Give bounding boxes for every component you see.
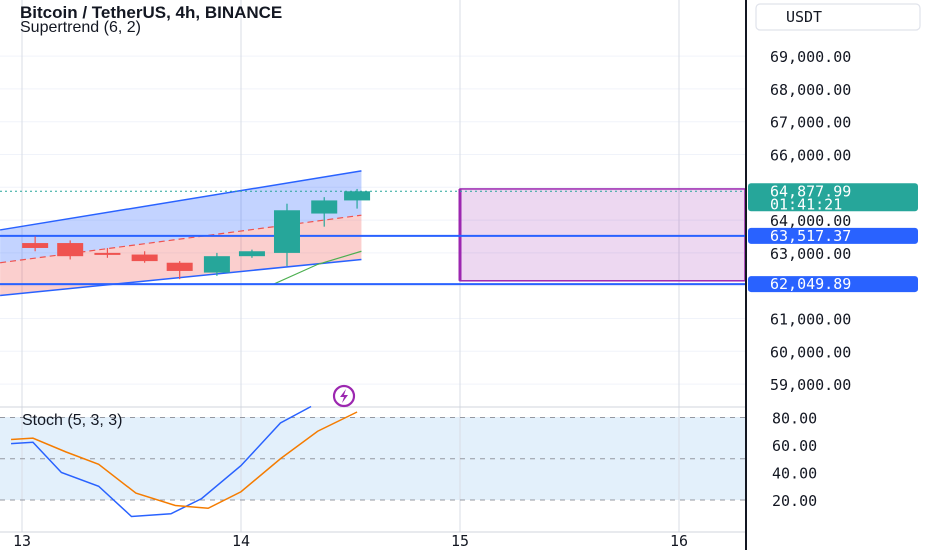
- osc-tick-label: 80.00: [772, 410, 817, 428]
- price-tick-label: 60,000.00: [770, 343, 851, 361]
- rectangle-zone[interactable]: [458, 188, 746, 282]
- indicator-label: Supertrend (6, 2): [20, 19, 141, 36]
- stoch-label: Stoch (5, 3, 3): [22, 412, 123, 429]
- lightning-icon-bolt[interactable]: [340, 389, 348, 403]
- time-tick-label: 14: [232, 532, 250, 550]
- candle-body: [166, 262, 193, 271]
- channel-upper-fill: [0, 170, 362, 263]
- candle-body: [273, 210, 300, 253]
- price-tick-label: 68,000.00: [770, 81, 851, 99]
- candle: [94, 247, 121, 258]
- time-axis-panel: [0, 533, 745, 550]
- candle: [203, 252, 230, 276]
- legend: Bitcoin / TetherUS, 4h, BINANCE Supertre…: [20, 3, 282, 36]
- price-tick-label: 59,000.00: [770, 376, 851, 394]
- candle-body: [57, 243, 84, 257]
- candle-body: [94, 252, 121, 255]
- price-tick-label: 69,000.00: [770, 48, 851, 66]
- grid: [0, 0, 745, 532]
- stoch-k-line: [11, 405, 312, 518]
- price-tick-label: 67,000.00: [770, 114, 851, 132]
- candle-body: [131, 254, 158, 262]
- channel-upper-line[interactable]: [0, 170, 362, 231]
- time-tick-label: 13: [13, 532, 31, 550]
- candle: [311, 197, 338, 227]
- level-badge-lower: 62,049.89: [748, 275, 918, 293]
- current-price-badge-value: 64,877.99: [770, 182, 851, 200]
- currency-label[interactable]: USDT: [786, 8, 822, 26]
- price-tick-label: 63,000.00: [770, 245, 851, 263]
- level-badge-upper-bg: [748, 227, 918, 244]
- chart-title: Bitcoin / TetherUS, 4h, BINANCE: [20, 3, 282, 22]
- current-price-badge-bg: [748, 183, 918, 212]
- level-badge-upper: 63,517.37: [748, 227, 918, 245]
- price-axis-panel: [748, 0, 932, 550]
- price-tick-label: 66,000.00: [770, 147, 851, 165]
- stoch-d-line: [11, 411, 358, 510]
- level-badge-upper-value: 63,517.37: [770, 227, 851, 245]
- candle-body: [22, 243, 49, 248]
- zone-rectangle[interactable]: [459, 188, 746, 282]
- candle: [22, 236, 49, 252]
- candles: [22, 188, 371, 280]
- osc-tick-label: 60.00: [772, 437, 817, 455]
- candle: [238, 249, 265, 258]
- candle: [131, 251, 158, 263]
- candle: [344, 188, 371, 209]
- candle: [57, 240, 84, 260]
- level-badge-lower-value: 62,049.89: [770, 275, 851, 293]
- candle: [166, 261, 193, 280]
- price-tick-label: 61,000.00: [770, 311, 851, 329]
- candle-body: [311, 200, 338, 214]
- level-badge-lower-bg: [748, 276, 918, 293]
- channel-lower-line[interactable]: [0, 258, 362, 297]
- lightning-icon[interactable]: [332, 384, 356, 408]
- current-price-badge-countdown: 01:41:21: [770, 195, 842, 213]
- candle-body: [238, 251, 265, 257]
- time-tick-label: 15: [451, 532, 469, 550]
- candle-body: [203, 256, 230, 273]
- time-tick-label: 16: [670, 532, 688, 550]
- currency-selector[interactable]: [755, 3, 921, 31]
- osc-tick-label: 40.00: [772, 465, 817, 483]
- candle: [273, 203, 300, 267]
- price-tick-label: 64,000.00: [770, 212, 851, 230]
- candle-body: [344, 191, 371, 201]
- horizontal-levels[interactable]: [0, 190, 745, 286]
- stochastic-pane[interactable]: Stoch (5, 3, 3): [0, 384, 745, 518]
- osc-tick-label: 20.00: [772, 492, 817, 510]
